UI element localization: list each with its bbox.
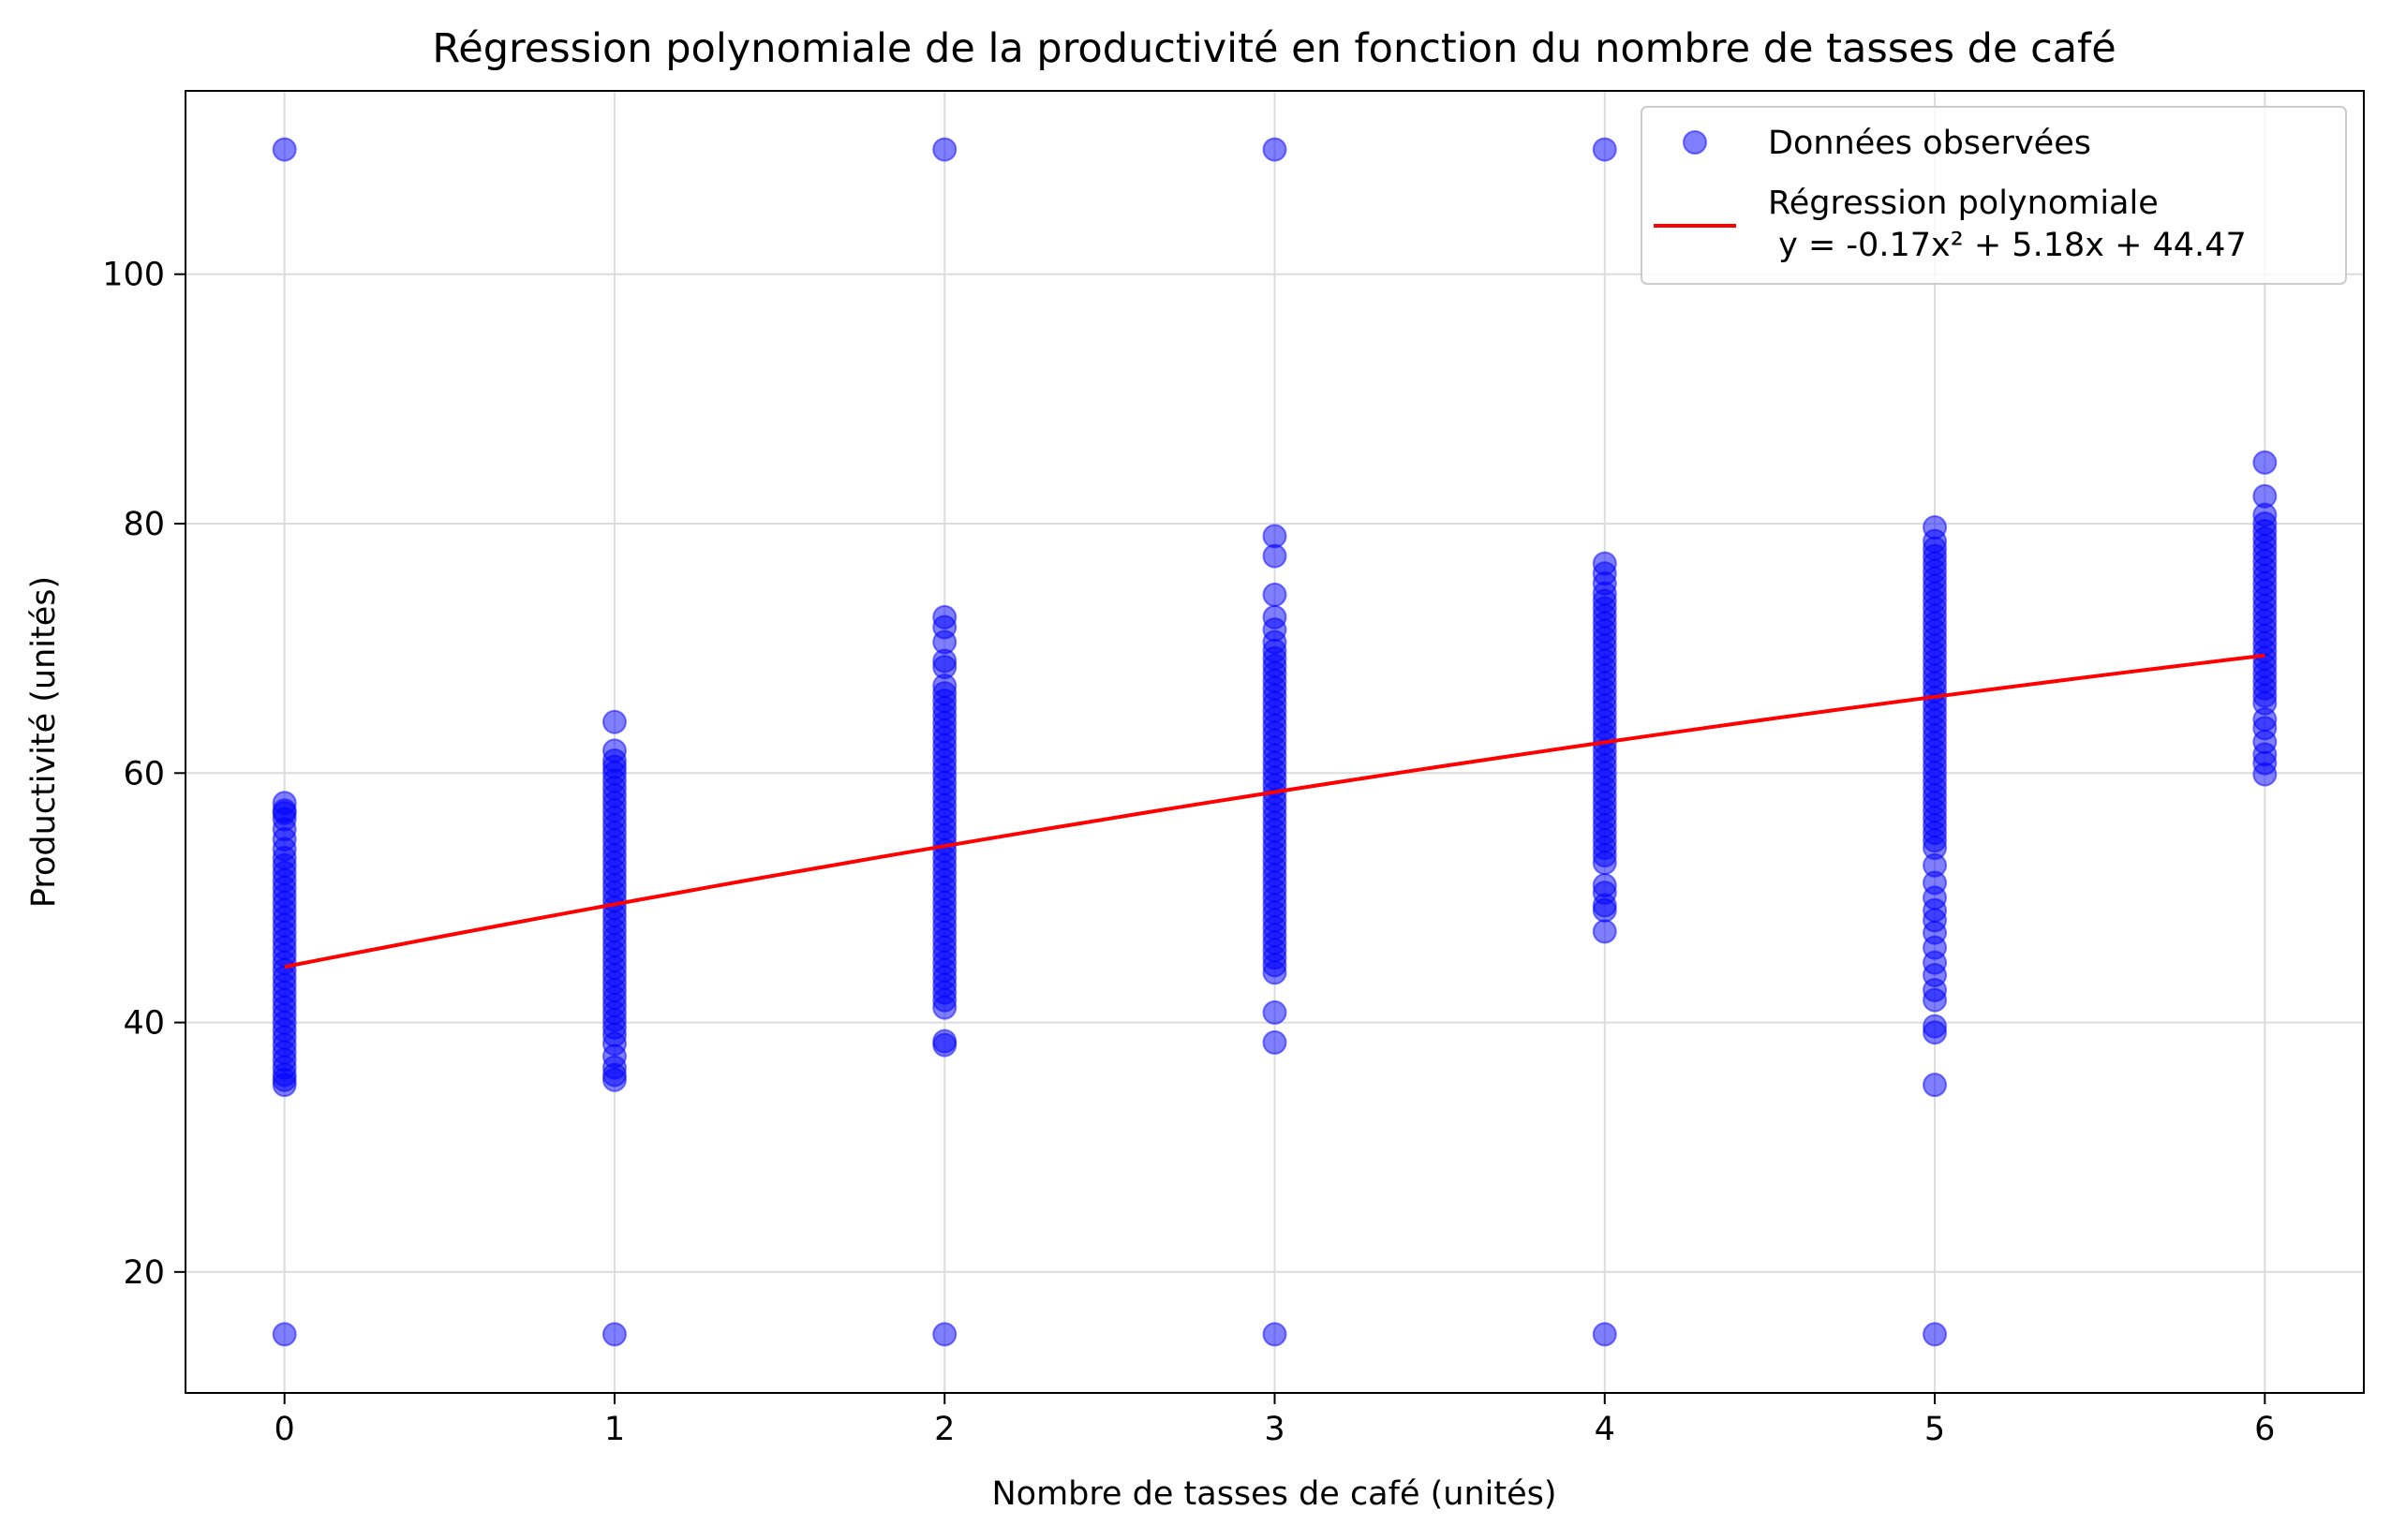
scatter-point (601, 709, 627, 734)
scatter-point (1262, 1029, 1287, 1055)
scatter-point (1262, 1322, 1287, 1347)
regression-line-layer (284, 653, 2265, 970)
scatter-point (272, 137, 297, 162)
scatter-point (1592, 851, 1617, 876)
scatter-point (1592, 919, 1617, 944)
scatter-point (1923, 1020, 1948, 1045)
y-tick-label: 60 (123, 755, 165, 792)
x-tick-label: 6 (2254, 1411, 2275, 1448)
y-tick-label: 20 (123, 1254, 165, 1292)
y-axis-label: Productivité (unités) (25, 576, 63, 908)
legend-label-regression: Régression polynomiale y = -0.17x² + 5.1… (1768, 185, 2247, 264)
legend-scatter-marker (1683, 130, 1707, 155)
x-tick-label: 5 (1924, 1411, 1945, 1448)
axis-ticks-layer: 0 1 2 3 4 5 6 20 40 60 80 100 (102, 257, 2275, 1448)
scatter-point (272, 1073, 297, 1098)
scatter-point (2252, 762, 2278, 787)
regression-line (284, 653, 2265, 970)
scatter-point (932, 1322, 958, 1347)
scatter-point (1262, 543, 1287, 569)
scatter-points-layer (272, 137, 2278, 1347)
scatter-point (1923, 1073, 1948, 1098)
scatter-point (1923, 1322, 1948, 1347)
scatter-point (932, 995, 958, 1020)
legend: Données observées Régression polynomiale… (1641, 106, 2347, 285)
scatter-point (1592, 137, 1617, 162)
x-tick-label: 0 (275, 1411, 295, 1448)
y-tick-label: 80 (123, 506, 165, 543)
legend-box (1641, 106, 2347, 285)
x-tick-label: 4 (1595, 1411, 1615, 1448)
scatter-point (601, 1322, 627, 1347)
legend-label-regression-line2: y = -0.17x² + 5.18x + 44.47 (1768, 227, 2247, 264)
scatter-point (1592, 1322, 1617, 1347)
x-tick-label: 3 (1264, 1411, 1285, 1448)
y-tick-label: 100 (102, 257, 165, 294)
scatter-point (1592, 897, 1617, 923)
chart-title: Régression polynomiale de la productivit… (432, 25, 2116, 72)
scatter-point (601, 1067, 627, 1092)
scatter-point (2252, 450, 2278, 475)
x-tick-label: 1 (604, 1411, 625, 1448)
scatter-point (272, 1322, 297, 1347)
scatter-point (1923, 987, 1948, 1013)
y-tick-label: 40 (123, 1005, 165, 1043)
scatter-point (1262, 137, 1287, 162)
scatter-point (1262, 582, 1287, 607)
scatter-point (932, 1032, 958, 1058)
scatter-point (1262, 960, 1287, 985)
scatter-point (1262, 1000, 1287, 1025)
legend-label-regression-line1: Régression polynomiale (1768, 185, 2159, 222)
scatter-point (932, 137, 958, 162)
x-tick-label: 2 (934, 1411, 955, 1448)
legend-label-observed-data: Données observées (1768, 125, 2091, 162)
x-axis-label: Nombre de tasses de café (unités) (991, 1475, 1556, 1513)
